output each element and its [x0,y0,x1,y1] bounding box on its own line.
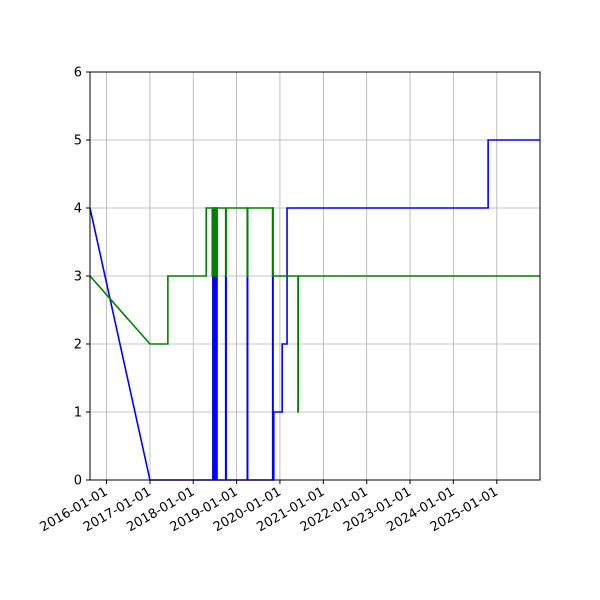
y-tick-label: 0 [74,474,82,489]
y-tick-label: 1 [74,406,82,421]
axes: 2016-01-012017-01-012018-01-012019-01-01… [38,66,501,536]
y-tick-label: 6 [74,66,82,81]
series-line-0 [89,139,540,481]
y-tick-label: 4 [74,202,82,217]
y-tick-label: 5 [74,134,82,149]
y-tick-label: 2 [74,338,82,353]
y-tick-label: 3 [74,270,82,285]
series-line-1 [89,207,540,413]
series-layer [89,139,540,481]
